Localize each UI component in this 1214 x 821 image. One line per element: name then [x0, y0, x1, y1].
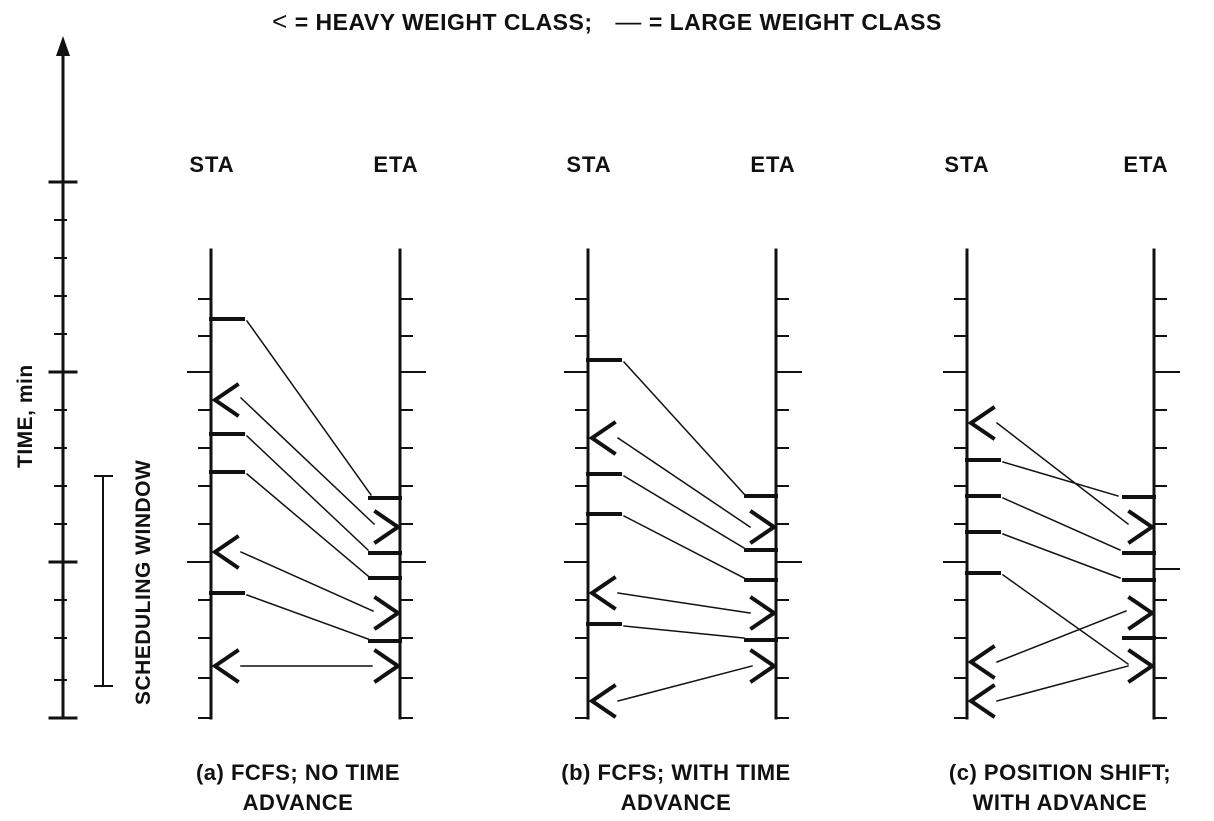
large-class-label: = LARGE WEIGHT CLASS: [648, 9, 942, 35]
panel-c-eta-scale: [1152, 248, 1180, 720]
heavy-class-symbol: <: [272, 6, 288, 36]
panel-c-eta-label: ETA: [1123, 152, 1169, 177]
time-axis: [48, 36, 78, 720]
panel-c-eta-markers: [1122, 495, 1156, 684]
panel-b-eta-scale: [774, 248, 802, 720]
scheduling-window-bracket: [94, 475, 113, 687]
panel-c-caption: (c) POSITION SHIFT; WITH ADVANCE: [900, 758, 1214, 818]
panel-a-caption-line2: ADVANCE: [242, 790, 354, 815]
panel-a-caption-line1: (a) FCFS; NO TIME: [195, 760, 401, 785]
large-class-symbol: —: [615, 6, 642, 36]
panel-c-connectors: [995, 421, 1130, 702]
panel-a-sta-label: STA: [189, 152, 235, 177]
panel-b-connectors: [616, 360, 753, 702]
panel-c-caption-line2: WITH ADVANCE: [972, 790, 1148, 815]
panel-b: [564, 248, 802, 720]
panel-c: [943, 248, 1180, 720]
panel-a-eta-scale: [398, 248, 426, 720]
panel-c-caption-line1: (c) POSITION SHIFT;: [948, 760, 1172, 785]
panel-c-sta-markers: [965, 405, 1001, 719]
panel-a-connectors: [239, 319, 376, 667]
panel-a-sta-markers: [209, 317, 245, 684]
panel-a-caption: (a) FCFS; NO TIME ADVANCE: [138, 758, 458, 818]
panel-a-eta-label: ETA: [373, 152, 419, 177]
panel-b-eta-label: ETA: [750, 152, 796, 177]
panel-b-caption-line1: (b) FCFS; WITH TIME: [561, 760, 791, 785]
panel-c-sta-scale: [943, 248, 969, 720]
panel-a: [187, 248, 426, 720]
panel-b-sta-label: STA: [566, 152, 612, 177]
heavy-class-label: = HEAVY WEIGHT CLASS;: [294, 9, 593, 35]
legend: < = HEAVY WEIGHT CLASS; — = LARGE WEIGHT…: [0, 6, 1214, 37]
panel-a-sta-scale: [187, 248, 213, 720]
panel-b-eta-markers: [744, 494, 778, 684]
panel-c-sta-label: STA: [944, 152, 990, 177]
panel-b-caption: (b) FCFS; WITH TIME ADVANCE: [516, 758, 836, 818]
panel-b-caption-line2: ADVANCE: [620, 790, 732, 815]
panel-b-sta-scale: [564, 248, 590, 720]
panel-a-eta-markers: [368, 496, 402, 684]
panel-b-sta-markers: [586, 358, 622, 719]
